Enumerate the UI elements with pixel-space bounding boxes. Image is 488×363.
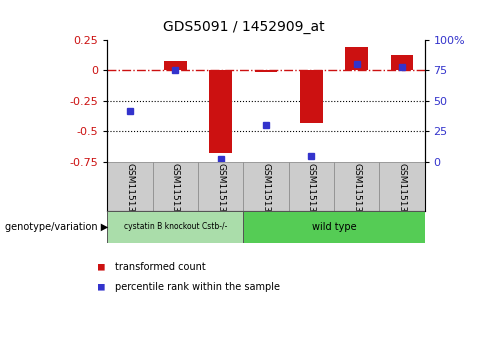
Bar: [164, 61, 186, 70]
Bar: [198, 162, 244, 211]
Text: ■: ■: [98, 282, 104, 292]
Text: GSM1151365: GSM1151365: [125, 163, 135, 224]
Bar: [346, 47, 368, 70]
Text: genotype/variation ▶: genotype/variation ▶: [5, 222, 108, 232]
Text: GSM1151371: GSM1151371: [397, 163, 407, 224]
Text: percentile rank within the sample: percentile rank within the sample: [115, 282, 280, 292]
Text: GSM1151366: GSM1151366: [171, 163, 180, 224]
Bar: [244, 211, 425, 243]
Bar: [107, 162, 153, 211]
Text: GSM1151367: GSM1151367: [216, 163, 225, 224]
Bar: [107, 211, 244, 243]
Text: GSM1151369: GSM1151369: [307, 163, 316, 224]
Bar: [288, 162, 334, 211]
Text: transformed count: transformed count: [115, 262, 205, 272]
Text: GDS5091 / 1452909_at: GDS5091 / 1452909_at: [163, 20, 325, 34]
Bar: [255, 70, 277, 72]
Bar: [334, 162, 379, 211]
Text: wild type: wild type: [312, 222, 356, 232]
Text: cystatin B knockout Cstb-/-: cystatin B knockout Cstb-/-: [123, 223, 227, 231]
Bar: [300, 70, 323, 123]
Text: GSM1151368: GSM1151368: [262, 163, 270, 224]
Bar: [209, 70, 232, 153]
Bar: [153, 162, 198, 211]
Text: ■: ■: [98, 262, 104, 272]
Bar: [390, 54, 413, 70]
Text: GSM1151370: GSM1151370: [352, 163, 361, 224]
Bar: [244, 162, 288, 211]
Bar: [379, 162, 425, 211]
